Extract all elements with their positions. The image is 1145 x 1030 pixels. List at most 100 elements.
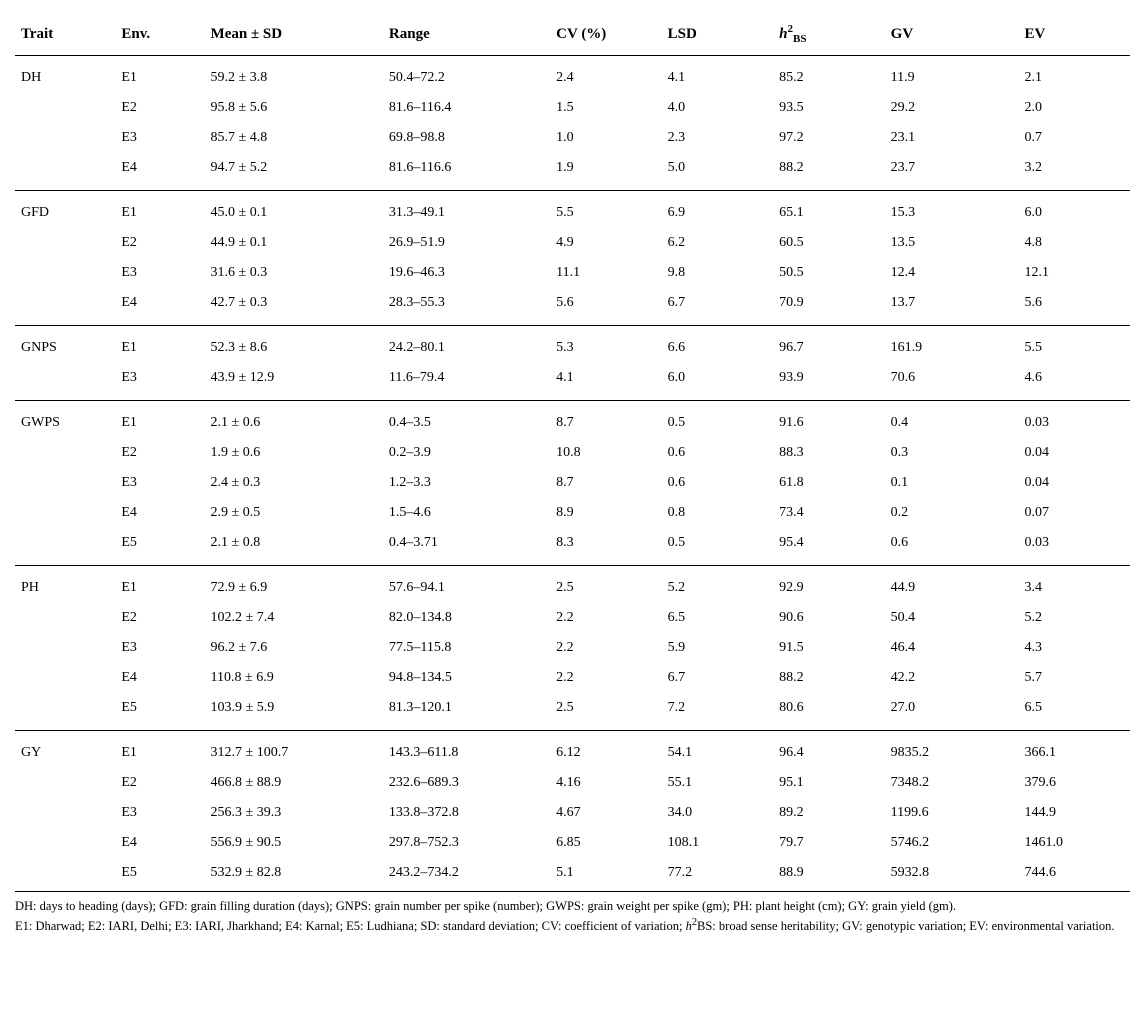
cell-lsd: 2.3 [662, 123, 774, 153]
cell-mean: 556.9 ± 90.5 [205, 828, 383, 858]
table-row: E396.2 ± 7.677.5–115.82.25.991.546.44.3 [15, 633, 1130, 663]
cell-range: 0.4–3.71 [383, 528, 550, 566]
col-mean: Mean ± SD [205, 15, 383, 56]
cell-lsd: 34.0 [662, 798, 774, 828]
cell-env: E5 [115, 528, 204, 566]
cell-mean: 31.6 ± 0.3 [205, 258, 383, 288]
table-row: PHE172.9 ± 6.957.6–94.12.55.292.944.93.4 [15, 566, 1130, 604]
cell-mean: 532.9 ± 82.8 [205, 858, 383, 892]
cell-ev: 144.9 [1018, 798, 1130, 828]
cell-h2: 50.5 [773, 258, 885, 288]
cell-ev: 0.03 [1018, 401, 1130, 439]
cell-gv: 50.4 [885, 603, 1019, 633]
cell-cv: 4.67 [550, 798, 662, 828]
cell-cv: 5.3 [550, 326, 662, 364]
cell-env: E4 [115, 828, 204, 858]
cell-trait: GWPS [15, 401, 115, 439]
cell-range: 11.6–79.4 [383, 363, 550, 401]
cell-gv: 23.7 [885, 153, 1019, 191]
cell-range: 297.8–752.3 [383, 828, 550, 858]
cell-trait: DH [15, 56, 115, 94]
cell-cv: 10.8 [550, 438, 662, 468]
cell-ev: 5.6 [1018, 288, 1130, 326]
cell-range: 0.4–3.5 [383, 401, 550, 439]
cell-ev: 4.3 [1018, 633, 1130, 663]
cell-trait [15, 528, 115, 566]
cell-trait [15, 828, 115, 858]
cell-gv: 0.2 [885, 498, 1019, 528]
cell-trait [15, 438, 115, 468]
cell-env: E3 [115, 123, 204, 153]
cell-cv: 5.6 [550, 288, 662, 326]
cell-gv: 29.2 [885, 93, 1019, 123]
cell-trait [15, 228, 115, 258]
col-ev: EV [1018, 15, 1130, 56]
cell-env: E4 [115, 288, 204, 326]
cell-h2: 73.4 [773, 498, 885, 528]
table-row: E331.6 ± 0.319.6–46.311.19.850.512.412.1 [15, 258, 1130, 288]
cell-lsd: 4.0 [662, 93, 774, 123]
cell-mean: 466.8 ± 88.9 [205, 768, 383, 798]
cell-h2: 79.7 [773, 828, 885, 858]
cell-lsd: 0.6 [662, 468, 774, 498]
cell-range: 82.0–134.8 [383, 603, 550, 633]
cell-ev: 366.1 [1018, 731, 1130, 769]
cell-cv: 2.4 [550, 56, 662, 94]
table-row: E5103.9 ± 5.981.3–120.12.57.280.627.06.5 [15, 693, 1130, 731]
cell-h2: 93.9 [773, 363, 885, 401]
cell-trait [15, 498, 115, 528]
cell-lsd: 5.9 [662, 633, 774, 663]
cell-env: E1 [115, 401, 204, 439]
table-row: E385.7 ± 4.869.8–98.81.02.397.223.10.7 [15, 123, 1130, 153]
col-gv: GV [885, 15, 1019, 56]
cell-range: 24.2–80.1 [383, 326, 550, 364]
cell-env: E2 [115, 228, 204, 258]
cell-lsd: 6.7 [662, 663, 774, 693]
table-body: DHE159.2 ± 3.850.4–72.22.44.185.211.92.1… [15, 56, 1130, 892]
cell-gv: 42.2 [885, 663, 1019, 693]
cell-mean: 42.7 ± 0.3 [205, 288, 383, 326]
cell-h2: 92.9 [773, 566, 885, 604]
cell-trait: GNPS [15, 326, 115, 364]
cell-cv: 8.9 [550, 498, 662, 528]
cell-gv: 7348.2 [885, 768, 1019, 798]
cell-trait [15, 288, 115, 326]
cell-h2: 93.5 [773, 93, 885, 123]
cell-ev: 4.8 [1018, 228, 1130, 258]
cell-mean: 43.9 ± 12.9 [205, 363, 383, 401]
cell-cv: 8.7 [550, 468, 662, 498]
cell-cv: 1.9 [550, 153, 662, 191]
cell-lsd: 0.8 [662, 498, 774, 528]
cell-ev: 0.7 [1018, 123, 1130, 153]
cell-trait [15, 258, 115, 288]
table-row: E21.9 ± 0.60.2–3.910.80.688.30.30.04 [15, 438, 1130, 468]
cell-range: 69.8–98.8 [383, 123, 550, 153]
cell-range: 31.3–49.1 [383, 191, 550, 229]
cell-ev: 3.4 [1018, 566, 1130, 604]
cell-cv: 4.9 [550, 228, 662, 258]
cell-lsd: 6.2 [662, 228, 774, 258]
cell-ev: 2.0 [1018, 93, 1130, 123]
cell-mean: 1.9 ± 0.6 [205, 438, 383, 468]
cell-ev: 0.07 [1018, 498, 1130, 528]
cell-trait [15, 603, 115, 633]
cell-lsd: 5.0 [662, 153, 774, 191]
cell-gv: 11.9 [885, 56, 1019, 94]
table-row: E4110.8 ± 6.994.8–134.52.26.788.242.25.7 [15, 663, 1130, 693]
table-row: E295.8 ± 5.681.6–116.41.54.093.529.22.0 [15, 93, 1130, 123]
col-lsd: LSD [662, 15, 774, 56]
table-row: E52.1 ± 0.80.4–3.718.30.595.40.60.03 [15, 528, 1130, 566]
cell-env: E3 [115, 633, 204, 663]
cell-h2: 88.3 [773, 438, 885, 468]
cell-gv: 13.5 [885, 228, 1019, 258]
cell-range: 81.3–120.1 [383, 693, 550, 731]
cell-range: 133.8–372.8 [383, 798, 550, 828]
cell-trait: GY [15, 731, 115, 769]
cell-env: E3 [115, 258, 204, 288]
cell-mean: 59.2 ± 3.8 [205, 56, 383, 94]
table-row: E42.9 ± 0.51.5–4.68.90.873.40.20.07 [15, 498, 1130, 528]
cell-lsd: 6.6 [662, 326, 774, 364]
cell-cv: 2.5 [550, 693, 662, 731]
cell-mean: 2.9 ± 0.5 [205, 498, 383, 528]
cell-trait [15, 693, 115, 731]
